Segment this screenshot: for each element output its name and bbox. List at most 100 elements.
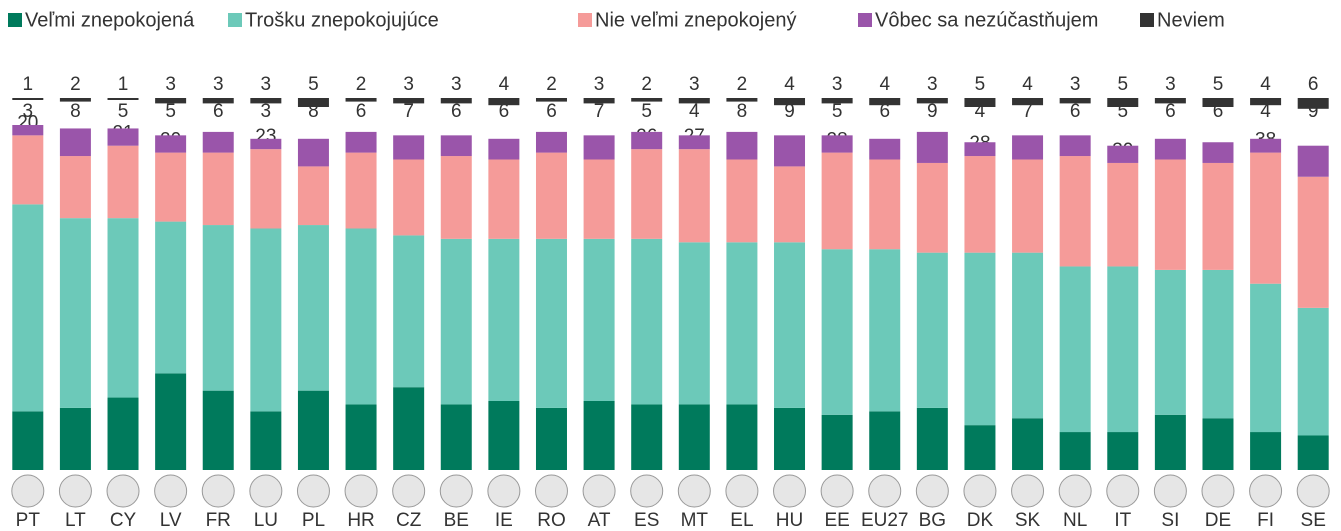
x-tick-label: AT	[588, 510, 611, 531]
legend-swatch	[858, 13, 872, 27]
bar-segment	[1154, 414, 1186, 470]
value-label: 3	[213, 74, 224, 95]
value-label: 3	[927, 74, 938, 95]
bar-segment	[1297, 435, 1329, 470]
value-label: 5	[1117, 101, 1128, 122]
bar-segment	[631, 98, 663, 102]
value-label: 2	[356, 74, 367, 95]
bar-segment	[297, 138, 329, 167]
value-label: 4	[1022, 74, 1033, 95]
bar-segment	[59, 407, 91, 470]
bar-segment	[583, 98, 615, 104]
bar-segment	[1297, 176, 1329, 308]
bar-segment	[202, 98, 234, 104]
x-tick-label: IT	[1114, 510, 1131, 531]
value-label: 8	[737, 101, 748, 122]
bar-segment	[107, 128, 139, 146]
x-tick-label: EL	[730, 510, 753, 531]
flag	[439, 474, 473, 508]
bar-segment	[1012, 98, 1044, 106]
bar-segment	[821, 249, 853, 415]
x-tick-label: EE	[824, 510, 849, 531]
bar-segment	[1059, 432, 1091, 470]
bar-segment	[1154, 269, 1186, 415]
x-tick-label: HU	[776, 510, 803, 531]
bar-segment	[488, 238, 520, 401]
bar-segment	[916, 162, 948, 253]
bar-segment	[345, 131, 377, 153]
value-label: 4	[499, 74, 510, 95]
value-label: 7	[403, 101, 414, 122]
x-tick-label: IE	[495, 510, 513, 531]
x-tick-label: LV	[160, 510, 182, 531]
bar-segment	[774, 98, 806, 106]
bar-segment	[964, 252, 996, 426]
bar-segment	[202, 152, 234, 226]
bar-segment	[1250, 432, 1282, 470]
bar-segment	[393, 235, 425, 388]
bar-segment	[1202, 98, 1234, 107]
value-label: 5	[118, 101, 129, 122]
flag	[1058, 474, 1092, 508]
value-label: 5	[832, 101, 843, 122]
value-label: 3	[832, 74, 843, 95]
bar-segment	[345, 98, 377, 102]
bar-segment	[1107, 98, 1139, 107]
value-label: 5	[1213, 74, 1224, 95]
flag	[582, 474, 616, 508]
value-label: 3	[261, 101, 272, 122]
bar-segment	[250, 149, 282, 229]
value-label: 6	[1070, 101, 1081, 122]
bar-segment	[1059, 98, 1091, 104]
value-label: 3	[261, 74, 272, 95]
bar-segment	[964, 142, 996, 157]
bar-segment	[869, 411, 901, 470]
value-label: 4	[784, 74, 795, 95]
bar-segment	[345, 404, 377, 470]
bar-segment	[59, 218, 91, 408]
value-label: 4	[689, 101, 700, 122]
value-label: 6	[356, 101, 367, 122]
x-tick-label: FR	[206, 510, 231, 531]
bar-segment	[12, 125, 44, 136]
bar-segment	[1250, 138, 1282, 153]
bar-segment	[59, 128, 91, 157]
bar-segment	[1059, 135, 1091, 157]
x-tick-label: BG	[919, 510, 946, 531]
bar-segment	[155, 373, 187, 470]
bar-segment	[1107, 432, 1139, 470]
bar-segment	[12, 411, 44, 470]
bar-segment	[1012, 252, 1044, 419]
bar-segment	[774, 407, 806, 470]
bar-segment	[535, 238, 567, 408]
bar-segment	[1012, 418, 1044, 470]
value-label: 3	[1070, 74, 1081, 95]
legend-label: Veľmi znepokojená	[25, 9, 195, 31]
flag	[392, 474, 426, 508]
flag	[915, 474, 949, 508]
bar-segment	[726, 98, 758, 102]
value-label: 3	[165, 74, 176, 95]
flag	[1153, 474, 1187, 508]
bar-segment	[440, 238, 472, 405]
flag	[1106, 474, 1140, 508]
value-label: 2	[70, 74, 81, 95]
value-label: 5	[1117, 74, 1128, 95]
bar-segment	[916, 98, 948, 104]
bar-segment	[821, 135, 853, 153]
value-label: 3	[451, 74, 462, 95]
legend-swatch	[8, 13, 22, 27]
bar-segment	[1107, 145, 1139, 163]
bar-segment	[1250, 152, 1282, 284]
value-label: 4	[879, 74, 890, 95]
bar-segment	[631, 149, 663, 239]
flag	[249, 474, 283, 508]
bar-segment	[155, 98, 187, 104]
x-tick-label: SK	[1015, 510, 1041, 531]
bar-segment	[916, 252, 948, 408]
flag	[630, 474, 664, 508]
x-tick-label: HR	[347, 510, 374, 531]
value-label: 2	[737, 74, 748, 95]
bar-segment	[202, 131, 234, 153]
